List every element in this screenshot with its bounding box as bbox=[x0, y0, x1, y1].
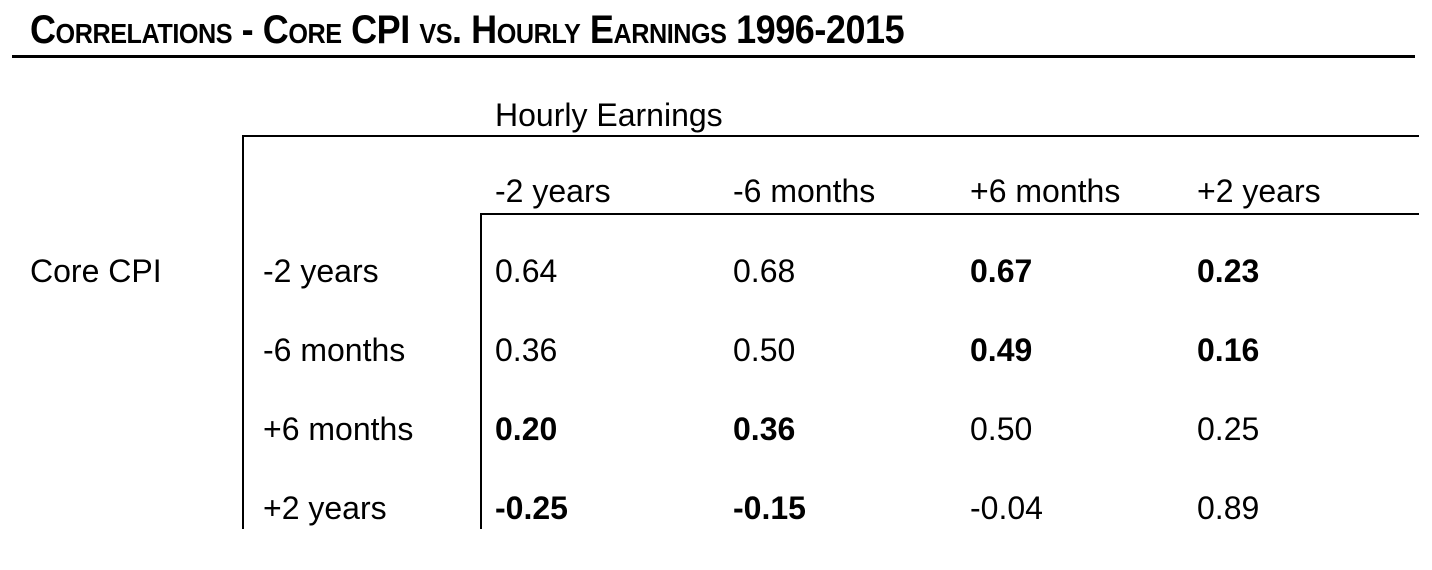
row-label: +6 months bbox=[263, 411, 414, 447]
table-outer-left-border bbox=[242, 135, 244, 529]
row-label: -6 months bbox=[263, 332, 406, 368]
correlation-cell: 0.68 bbox=[733, 253, 796, 289]
column-header: -2 years bbox=[495, 173, 611, 209]
page-title: Correlations - Core CPI vs. Hourly Earni… bbox=[30, 8, 905, 52]
column-header: -6 months bbox=[733, 173, 876, 209]
column-header: +6 months bbox=[970, 173, 1121, 209]
correlation-cell: -0.04 bbox=[970, 490, 1043, 526]
correlation-cell: 0.67 bbox=[970, 253, 1033, 289]
row-group-label: Core CPI bbox=[30, 253, 162, 289]
correlation-cell: 0.89 bbox=[1197, 490, 1260, 526]
correlation-cell: 0.36 bbox=[495, 332, 558, 368]
table-inner-top-border bbox=[480, 213, 1419, 215]
column-group-label: Hourly Earnings bbox=[495, 97, 723, 133]
correlation-cell: -0.25 bbox=[495, 490, 568, 526]
table-outer-top-border bbox=[242, 135, 1419, 137]
correlation-cell: 0.23 bbox=[1197, 253, 1260, 289]
row-label: -2 years bbox=[263, 253, 379, 289]
correlation-cell: 0.50 bbox=[970, 411, 1033, 447]
column-header: +2 years bbox=[1197, 173, 1321, 209]
row-label: +2 years bbox=[263, 490, 387, 526]
title-underline bbox=[12, 55, 1415, 58]
correlation-cell: 0.16 bbox=[1197, 332, 1260, 368]
correlation-cell: 0.20 bbox=[495, 411, 558, 447]
correlation-cell: 0.49 bbox=[970, 332, 1033, 368]
correlation-cell: 0.36 bbox=[733, 411, 796, 447]
correlation-cell: 0.64 bbox=[495, 253, 558, 289]
table-inner-left-border bbox=[480, 213, 482, 529]
correlation-cell: 0.25 bbox=[1197, 411, 1260, 447]
correlation-cell: 0.50 bbox=[733, 332, 796, 368]
correlation-cell: -0.15 bbox=[733, 490, 806, 526]
